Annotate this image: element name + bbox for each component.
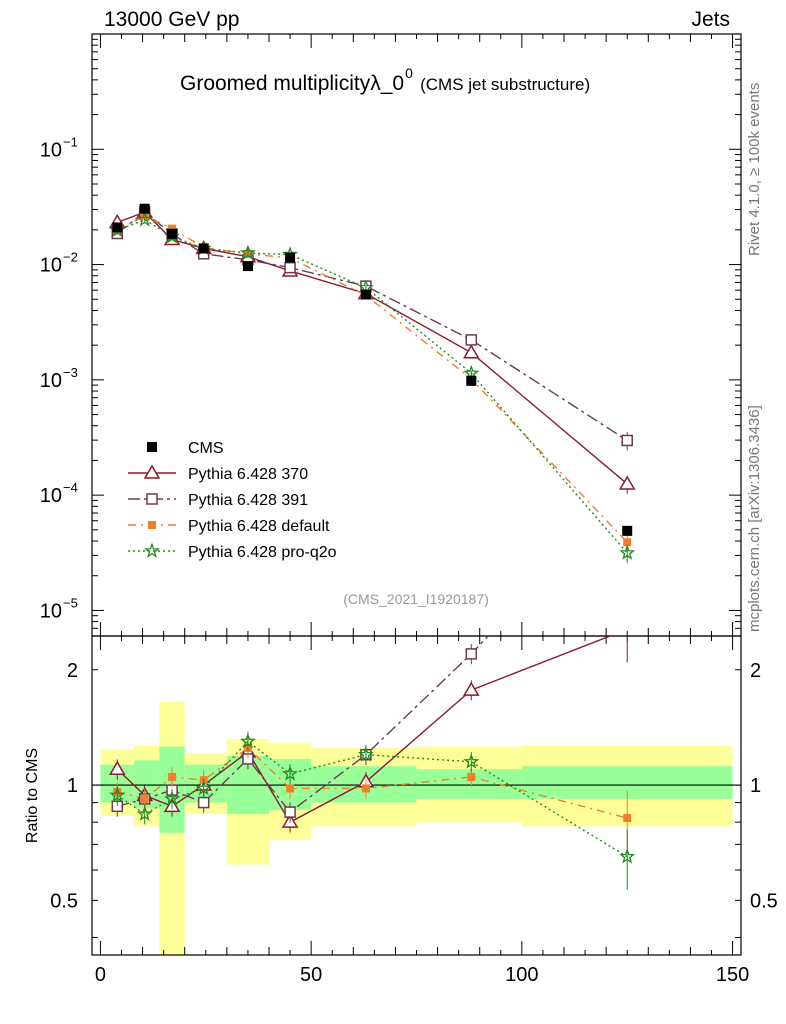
ratio-point-proq2o [619, 848, 636, 864]
legend-label-p370: Pythia 6.428 370 [188, 466, 308, 483]
ratio-ytick-label-right: 1 [750, 775, 761, 797]
ratio-ytick-label-left: 1 [67, 775, 78, 797]
xtick-label: 50 [300, 964, 322, 986]
analysis-watermark: (CMS_2021_I1920187) [343, 591, 489, 607]
point-default [140, 211, 149, 220]
rivet-version-label: Rivet 4.1.0, ≥ 100k events [746, 82, 763, 256]
main-ytick-label: 10 [40, 485, 62, 507]
ratio-point-proq2o [109, 786, 126, 803]
main-ytick-label: 10 [40, 139, 62, 161]
point-cms-data [360, 289, 371, 300]
mcplots-label: mcplots.cern.ch [arXiv:1306.3436] [746, 405, 763, 632]
ratio-line-default [117, 747, 628, 819]
point-cms-data [622, 525, 633, 536]
ratio-point-proq2o [195, 780, 212, 796]
point-p391 [621, 434, 633, 447]
legend-label-default: Pythia 6.428 default [188, 518, 330, 535]
point-cms-data [139, 203, 150, 214]
legend-marker-cms [147, 442, 157, 452]
main-series-group [108, 203, 636, 563]
band-outer [159, 701, 185, 955]
ratio-point-proq2o [357, 746, 374, 762]
point-p391 [465, 334, 478, 346]
main-ytick-exponent: −4 [63, 480, 78, 495]
legend-marker-proq2o [144, 542, 160, 558]
ratio-bands [100, 701, 733, 955]
ratio-ytick-label-left: 2 [67, 660, 78, 682]
ratio-ytick-label-right: 0.5 [750, 890, 778, 912]
legend-marker-p370 [143, 464, 161, 479]
legend-marker-p391 [146, 493, 158, 505]
xtick-label: 150 [716, 964, 749, 986]
point-p370 [462, 344, 480, 359]
main-ytick-exponent: −5 [63, 595, 78, 610]
ratio-ytick-label-right: 2 [750, 660, 761, 682]
ratio-point-p370 [108, 760, 126, 775]
ratio-point-proq2o [463, 753, 480, 769]
ratio-point-p370 [462, 681, 480, 696]
ratio-point-default [467, 772, 476, 781]
main-ytick-exponent: −1 [63, 134, 78, 149]
ratio-point-default [623, 814, 632, 823]
ratio-point-p391 [197, 796, 210, 809]
main-ytick-label: 10 [40, 255, 62, 277]
ratio-series-group [108, 636, 636, 890]
ratio-point-proq2o [164, 790, 181, 806]
ratio-point-proq2o [282, 765, 299, 781]
ratio-point-default [361, 784, 370, 793]
legend-label-p391: Pythia 6.428 391 [188, 492, 308, 509]
legend-label-proq2o: Pythia 6.428 pro-q2o [188, 544, 337, 561]
point-cms-data [198, 243, 209, 254]
ratio-point-p391 [465, 648, 478, 660]
point-cms-data [112, 222, 123, 233]
series-line-p391 [116, 211, 628, 442]
ratio-point-proq2o [239, 733, 256, 749]
point-proq2o [239, 244, 256, 260]
xtick-label: 0 [95, 964, 106, 986]
point-proq2o [619, 544, 636, 560]
legend-marker-default [148, 521, 156, 529]
point-p370 [618, 475, 636, 490]
main-ytick-label: 10 [40, 600, 62, 622]
main-ytick-exponent: −3 [63, 365, 78, 380]
ratio-ylabel: Ratio to CMS [24, 748, 41, 843]
ratio-point-proq2o [136, 805, 153, 821]
category-label: Jets [691, 8, 730, 31]
chart-subtitle: (CMS jet substructure) [420, 75, 590, 94]
point-cms-data [466, 375, 477, 386]
xtick-label: 100 [505, 964, 538, 986]
main-ytick-label: 10 [40, 370, 62, 392]
ratio-point-p391 [284, 806, 296, 818]
point-default [623, 538, 632, 547]
point-cms-data [285, 252, 296, 263]
point-proq2o [136, 211, 153, 227]
chart-title-superscript: 0 [405, 65, 413, 81]
point-cms-data [242, 261, 253, 272]
ratio-point-default [286, 784, 295, 793]
energy-label: 13000 GeV pp [104, 8, 240, 31]
point-p391 [284, 261, 296, 274]
ratio-ytick-label-left: 0.5 [50, 890, 78, 912]
ratio-point-default [140, 794, 149, 803]
point-cms-data [167, 228, 178, 239]
series-line-proq2o [117, 218, 628, 554]
main-ytick-exponent: −2 [63, 250, 78, 265]
ratio-point-default [168, 772, 177, 781]
legend-label-cms: CMS [188, 440, 224, 457]
chart-title: Groomed multiplicityλ_0 [180, 72, 404, 95]
